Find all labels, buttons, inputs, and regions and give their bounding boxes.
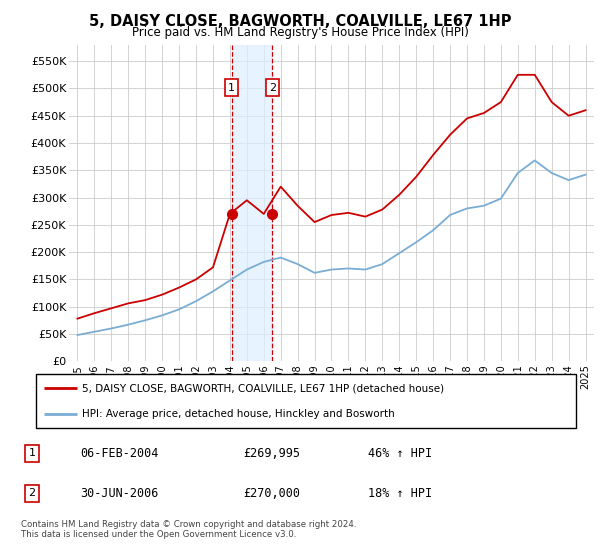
Text: 5, DAISY CLOSE, BAGWORTH, COALVILLE, LE67 1HP: 5, DAISY CLOSE, BAGWORTH, COALVILLE, LE6… [89, 14, 511, 29]
Text: 30-JUN-2006: 30-JUN-2006 [80, 487, 158, 500]
Text: £269,995: £269,995 [244, 447, 301, 460]
Text: 18% ↑ HPI: 18% ↑ HPI [368, 487, 432, 500]
FancyBboxPatch shape [36, 374, 576, 428]
Text: 46% ↑ HPI: 46% ↑ HPI [368, 447, 432, 460]
Text: Price paid vs. HM Land Registry's House Price Index (HPI): Price paid vs. HM Land Registry's House … [131, 26, 469, 39]
Text: 2: 2 [29, 488, 35, 498]
Text: Contains HM Land Registry data © Crown copyright and database right 2024.
This d: Contains HM Land Registry data © Crown c… [21, 520, 356, 539]
Text: HPI: Average price, detached house, Hinckley and Bosworth: HPI: Average price, detached house, Hinc… [82, 409, 395, 418]
Bar [232, 45, 272, 361]
Text: 1: 1 [29, 449, 35, 459]
Text: 5, DAISY CLOSE, BAGWORTH, COALVILLE, LE67 1HP (detached house): 5, DAISY CLOSE, BAGWORTH, COALVILLE, LE6… [82, 384, 444, 393]
Text: 1: 1 [228, 82, 235, 92]
Text: 06-FEB-2004: 06-FEB-2004 [80, 447, 158, 460]
Text: £270,000: £270,000 [244, 487, 301, 500]
Text: 2: 2 [269, 82, 276, 92]
